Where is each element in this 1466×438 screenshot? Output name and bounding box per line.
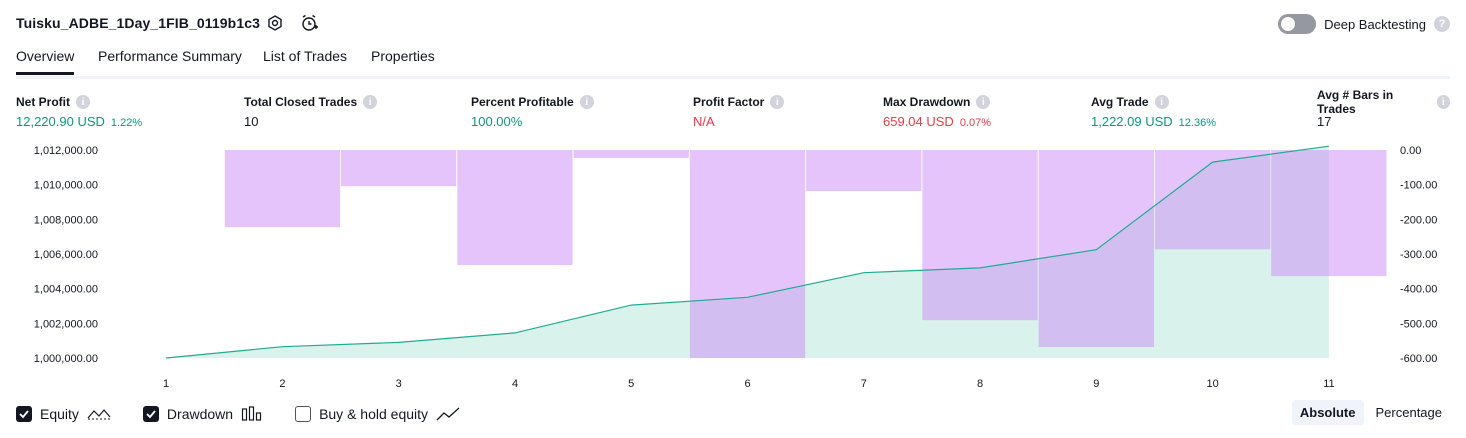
stat-max-drawdown: Max Drawdown i 659.04 USD 0.07%	[883, 94, 991, 129]
absolute-button[interactable]: Absolute	[1291, 400, 1364, 425]
drawdown-bar	[457, 150, 573, 265]
drawdown-bar	[806, 150, 922, 191]
right-axis-tick: -300.00	[1400, 249, 1437, 261]
x-axis-tick: 11	[1323, 378, 1334, 390]
stat-value: 659.04 USD	[883, 114, 954, 129]
alarm-clock-plus-icon[interactable]	[298, 12, 320, 34]
stat-sub-value: 0.07%	[959, 117, 992, 129]
stat-value: 100.00%	[471, 114, 523, 129]
drawdown-checkbox[interactable]	[142, 406, 159, 422]
equity-area	[166, 146, 1329, 358]
deep-backtesting-control: Deep Backtesting ?	[1278, 14, 1450, 34]
legend-label: Buy & hold equity	[319, 406, 429, 422]
legend-buy-hold[interactable]: Buy & hold equity	[295, 406, 460, 422]
x-axis-tick: 9	[1093, 378, 1099, 390]
drawdown-bar	[689, 150, 806, 358]
drawdown-bar	[224, 150, 341, 228]
stat-total-closed-trades: Total Closed Trades i 10	[244, 94, 378, 129]
info-icon[interactable]: i	[976, 95, 991, 109]
left-axis-tick: 1,006,000.00	[34, 249, 98, 261]
left-axis-tick: 1,000,000.00	[34, 353, 98, 365]
stat-net-profit: Net Profit i 12,220.90 USD 1.22%	[16, 94, 142, 129]
info-icon[interactable]: i	[1154, 95, 1169, 109]
deep-backtesting-label: Deep Backtesting	[1324, 16, 1426, 32]
legend-label: Drawdown	[166, 406, 234, 422]
right-axis-tick: -600.00	[1400, 353, 1437, 365]
right-axis-tick: -100.00	[1400, 180, 1437, 192]
drawdown-bar	[922, 150, 1038, 321]
buy-hold-line-icon	[436, 407, 460, 421]
value-mode-switch: Absolute Percentage	[1291, 400, 1450, 425]
drawdown-bars-icon	[241, 406, 262, 421]
stat-value: 12,220.90 USD	[16, 114, 105, 129]
x-axis-tick: 2	[279, 378, 285, 390]
info-icon[interactable]: i	[579, 95, 594, 109]
equity-line	[166, 145, 1329, 359]
help-icon[interactable]: ?	[1434, 16, 1450, 32]
x-axis-tick: 1	[163, 378, 169, 390]
equity-checkbox[interactable]	[16, 406, 32, 422]
info-icon[interactable]: i	[770, 95, 785, 109]
stat-avg-trade: Avg Trade i 1,222.09 USD 12.36%	[1091, 94, 1216, 129]
stat-label: Avg Trade	[1091, 95, 1149, 109]
stat-profit-factor: Profit Factor i N/A	[693, 94, 785, 129]
stat-label: Avg # Bars in Trades	[1317, 88, 1394, 116]
drawdown-bar	[1155, 150, 1271, 250]
info-icon[interactable]: i	[363, 95, 378, 109]
left-axis-tick: 1,010,000.00	[34, 180, 98, 192]
tab-properties[interactable]: Properties	[371, 48, 435, 64]
strategy-header: Tuisku_ADBE_1Day_1FIB_0119b1c3 Deep Back…	[16, 12, 1450, 36]
stat-percent-profitable: Percent Profitable i 100.00%	[471, 94, 594, 129]
drawdown-bar	[341, 150, 457, 187]
drawdown-bar	[1271, 150, 1387, 277]
x-axis-tick: 8	[977, 378, 983, 390]
info-icon[interactable]: i	[1436, 95, 1450, 109]
deep-backtesting-toggle[interactable]	[1278, 14, 1317, 34]
stat-label: Profit Factor	[693, 95, 765, 109]
stat-sub-value: 12.36%	[1178, 117, 1216, 129]
stat-value: N/A	[693, 114, 715, 129]
left-axis-tick: 1,012,000.00	[34, 145, 98, 157]
drawdown-bar	[573, 150, 689, 158]
right-axis-tick: -500.00	[1400, 318, 1437, 330]
x-axis-tick: 10	[1206, 378, 1218, 390]
tab-overview[interactable]: Overview	[16, 48, 75, 75]
right-axis-tick: -200.00	[1400, 214, 1437, 226]
left-axis-tick: 1,008,000.00	[34, 214, 98, 226]
x-axis-tick: 4	[512, 378, 518, 390]
percentage-button[interactable]: Percentage	[1375, 405, 1443, 420]
stat-value: 17	[1317, 114, 1332, 129]
x-axis-tick: 7	[861, 378, 867, 390]
x-axis-tick: 5	[628, 378, 634, 390]
right-axis-tick: -400.00	[1400, 284, 1437, 296]
stat-label: Net Profit	[16, 95, 70, 109]
equity-drawdown-chart[interactable]: 1,012,000.00 1,010,000.00 1,008,000.00 1,00…	[0, 138, 1466, 396]
tab-performance-summary[interactable]: Performance Summary	[98, 48, 242, 64]
stat-label: Percent Profitable	[471, 95, 574, 109]
stat-label: Total Closed Trades	[244, 95, 358, 109]
tab-bar: Overview Performance Summary List of Tra…	[16, 44, 1450, 79]
summary-stats: Net Profit i 12,220.90 USD 1.22% Total Clo…	[16, 88, 1450, 134]
equity-line-icon	[87, 409, 111, 420]
tab-list-of-trades[interactable]: List of Trades	[263, 48, 348, 64]
drawdown-bar	[1038, 150, 1154, 347]
left-axis-tick: 1,004,000.00	[34, 284, 98, 296]
stat-label: Max Drawdown	[883, 95, 971, 109]
stat-value: 10	[244, 114, 259, 129]
left-axis-tick: 1,002,000.00	[34, 318, 98, 330]
legend-equity[interactable]: Equity	[16, 406, 111, 422]
legend-label: Equity	[40, 406, 79, 422]
stat-value: 1,222.09 USD	[1091, 114, 1173, 129]
legend-drawdown[interactable]: Drawdown	[142, 406, 263, 422]
stat-sub-value: 1.22%	[110, 117, 143, 129]
gear-icon[interactable]	[264, 12, 286, 34]
chart-legend: Equity Drawdown Buy & hold equity	[16, 402, 492, 426]
x-axis-tick: 6	[744, 378, 750, 390]
info-icon[interactable]: i	[76, 95, 90, 109]
strategy-title: Tuisku_ADBE_1Day_1FIB_0119b1c3	[16, 15, 260, 31]
stat-avg-bars-in-trades: Avg # Bars in Trades i 17	[1317, 88, 1450, 129]
x-axis-tick: 3	[396, 378, 402, 390]
right-axis-tick: 0.00	[1400, 145, 1421, 157]
buy-hold-checkbox[interactable]	[295, 406, 312, 422]
